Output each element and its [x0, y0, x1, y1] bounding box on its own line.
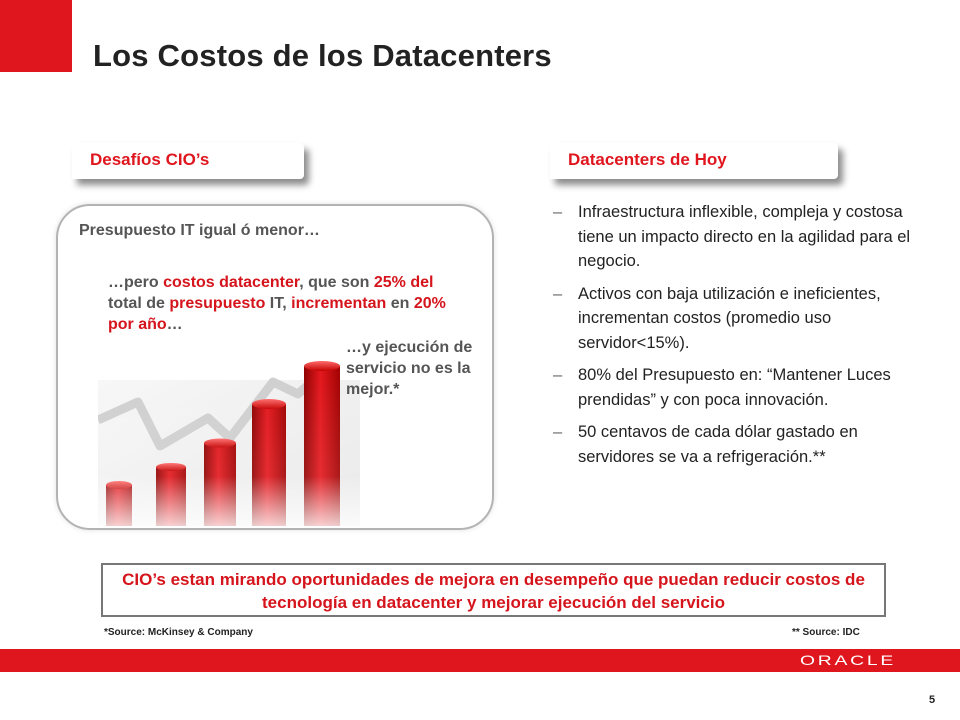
- corner-accent: [0, 0, 72, 72]
- tab-datacenters-label: Datacenters de Hoy: [568, 150, 727, 169]
- datacenter-bullets: – Infraestructura inflexible, compleja y …: [553, 200, 913, 477]
- footer-bar: [0, 649, 960, 672]
- chart-fade: [98, 360, 360, 526]
- bullet-item: –50 centavos de cada dólar gastado en se…: [553, 423, 858, 466]
- service-text: …y ejecución de servicio no es la mejor.…: [346, 339, 473, 398]
- page-number: 5: [929, 694, 936, 706]
- budget-text: Presupuesto IT igual ó menor…: [79, 222, 320, 239]
- tab-datacenters-hoy: Datacenters de Hoy: [550, 143, 838, 179]
- oracle-logo: ORACLE: [800, 652, 896, 668]
- tab-desafios-label: Desafíos CIO’s: [90, 150, 210, 169]
- slide-title: Los Costos de los Datacenters: [93, 38, 552, 73]
- bullet-item: – Activos con baja utilización e ineficie…: [553, 284, 881, 352]
- callout-box: CIO’s estan mirando oportunidades de mej…: [101, 563, 886, 617]
- svg-text:ORACLE: ORACLE: [800, 652, 896, 668]
- costs-text: …pero costos datacenter, que son 25% del…: [108, 274, 446, 333]
- bullet-item: – Infraestructura inflexible, compleja y …: [553, 203, 911, 270]
- source-idc: ** Source: IDC: [792, 627, 860, 638]
- source-mckinsey: *Source: McKinsey & Company: [104, 627, 253, 638]
- tab-desafios-cios: Desafíos CIO’s: [72, 143, 304, 179]
- growth-chart-illustration: [98, 360, 360, 526]
- bullet-item: –80% del Presupuesto en: “Mantener Luces…: [553, 366, 891, 409]
